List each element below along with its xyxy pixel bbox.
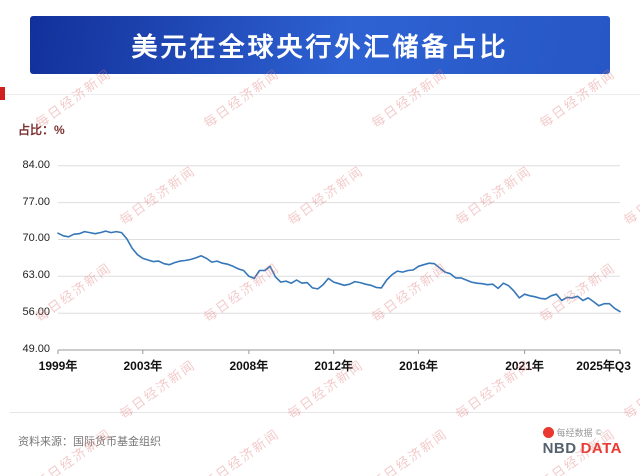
- y-tick-2: 70.00: [22, 232, 50, 245]
- line-chart: 84.00 77.00 70.00 63.00 56.00 49.00 1999…: [14, 150, 630, 378]
- y-tick-4: 56.00: [22, 306, 50, 319]
- footer-divider: [10, 412, 630, 413]
- x-tick-0: 1999年: [38, 359, 78, 373]
- nbd-logo-icon: [542, 427, 554, 438]
- nbd-logo-bottom-row: NBD DATA: [543, 441, 622, 456]
- y-tick-1: 77.00: [22, 195, 50, 208]
- header-divider: [0, 87, 640, 100]
- footer: 资料来源：国际货币基金组织 每经数据 © NBD DATA: [18, 426, 622, 456]
- nbd-logo-top-row: 每经数据 ©: [542, 426, 622, 439]
- red-accent-mark: [0, 87, 5, 100]
- plot-area: [57, 165, 621, 354]
- x-tick-6: 2025年Q3: [576, 359, 631, 373]
- x-tick-5: 2021年: [505, 359, 544, 373]
- x-tick-2: 2008年: [229, 359, 269, 373]
- y-tick-0: 84.00: [22, 158, 50, 171]
- nbd-logo: 每经数据 © NBD DATA: [542, 426, 622, 456]
- logo-data-text: DATA: [580, 440, 622, 457]
- x-tick-4: 2016年: [399, 359, 438, 373]
- logo-copyright-mark: ©: [595, 428, 602, 437]
- y-tick-5: 49.00: [22, 343, 50, 355]
- y-axis-title: 占比：%: [18, 123, 65, 137]
- x-tick-3: 2012年: [314, 359, 354, 373]
- source-note: 资料来源：国际货币基金组织: [18, 436, 161, 448]
- logo-brand-cn: 每经数据: [556, 428, 593, 438]
- x-tick-1: 2003年: [123, 359, 163, 373]
- y-tick-3: 63.00: [22, 269, 50, 282]
- chart-title-banner: 美元在全球央行外汇储备占比: [30, 16, 610, 74]
- page-title: 美元在全球央行外汇储备占比: [131, 31, 509, 62]
- logo-nbd-text: NBD: [542, 440, 577, 457]
